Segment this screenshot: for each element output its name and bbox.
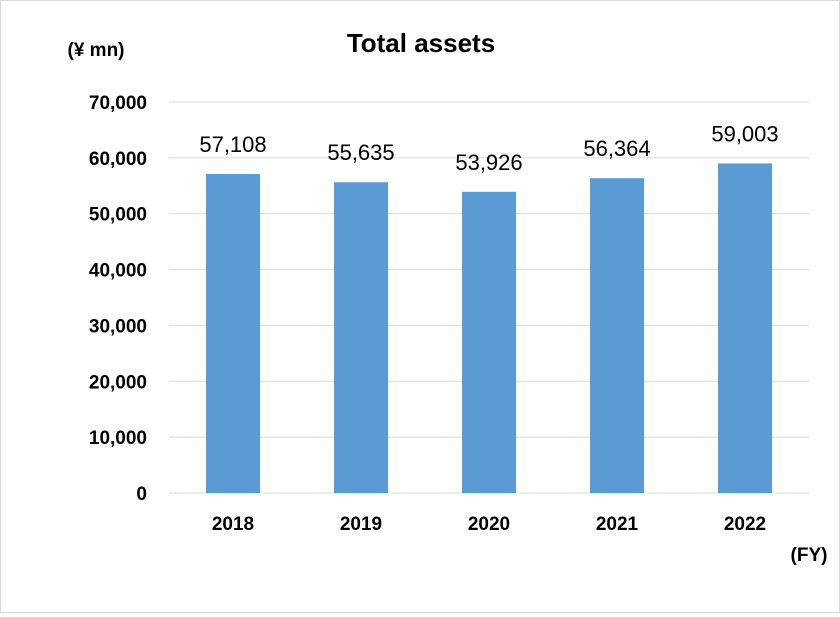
y-tick-label: 10,000: [89, 428, 147, 449]
data-labels: 57,108 55,635 53,926 56,364 59,003: [199, 121, 778, 174]
bar: [462, 191, 516, 493]
x-unit-label: (FY): [791, 545, 828, 566]
x-tick-label: 2022: [724, 514, 766, 535]
data-label: 53,926: [455, 150, 522, 175]
x-tick-label: 2020: [468, 514, 510, 535]
x-tick-label: 2019: [340, 514, 382, 535]
data-label: 59,003: [711, 121, 778, 146]
y-tick-label: 60,000: [89, 149, 147, 170]
y-tick-label: 20,000: [89, 372, 147, 393]
y-tick-label: 30,000: [89, 316, 147, 337]
x-tick-label: 2018: [212, 514, 254, 535]
data-label: 55,635: [327, 140, 394, 165]
bar: [206, 174, 260, 493]
bars: [206, 163, 772, 494]
y-tick-label: 70,000: [89, 93, 147, 114]
y-axis-ticks: 0 10,000 20,000 30,000 40,000 50,000 60,000 70,…: [89, 93, 147, 505]
x-tick-label: 2021: [596, 514, 639, 535]
y-tick-label: 50,000: [89, 205, 147, 226]
data-label: 56,364: [583, 136, 650, 161]
bar: [718, 163, 772, 494]
bar: [590, 178, 644, 493]
y-tick-label: 40,000: [89, 261, 147, 282]
x-axis-ticks: 2018 2019 2020 2021 2022: [212, 514, 766, 535]
y-unit-label: (¥ mn): [68, 40, 125, 61]
y-tick-label: 0: [136, 484, 147, 505]
bar: [334, 182, 388, 494]
data-label: 57,108: [199, 132, 266, 157]
chart-title: Total assets: [347, 28, 495, 58]
